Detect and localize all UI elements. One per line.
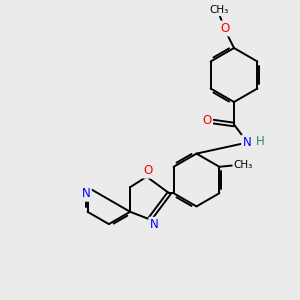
Text: N: N bbox=[82, 187, 90, 200]
Text: CH₃: CH₃ bbox=[234, 160, 253, 170]
Text: O: O bbox=[143, 164, 153, 177]
Text: H: H bbox=[256, 135, 265, 148]
Text: O: O bbox=[202, 113, 211, 127]
Text: N: N bbox=[150, 218, 158, 231]
Text: CH₃: CH₃ bbox=[209, 5, 229, 15]
Text: O: O bbox=[220, 22, 230, 35]
Text: N: N bbox=[242, 136, 251, 149]
